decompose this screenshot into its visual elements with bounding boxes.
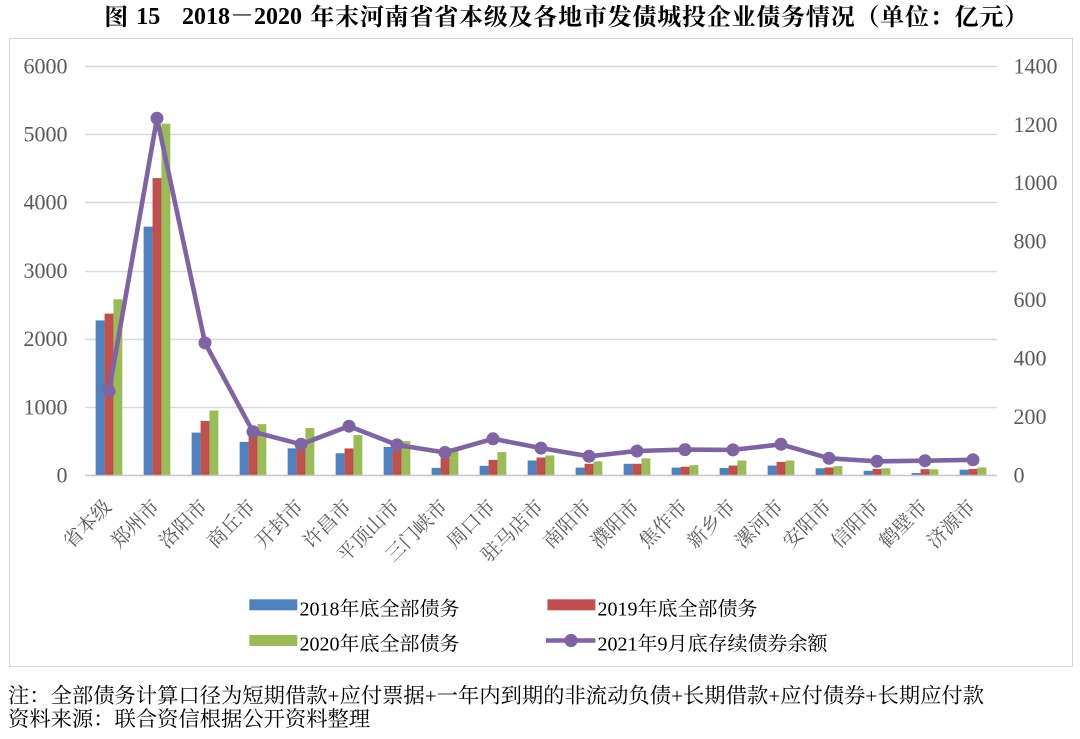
svg-text:3000: 3000 bbox=[24, 258, 68, 283]
svg-text:2019: 2019 bbox=[598, 599, 638, 621]
svg-text:2000: 2000 bbox=[24, 326, 68, 351]
svg-text:2021: 2021 bbox=[598, 634, 638, 656]
svg-text:15: 15 bbox=[136, 4, 160, 30]
svg-text:1000: 1000 bbox=[24, 394, 68, 419]
svg-text:2018: 2018 bbox=[300, 599, 340, 621]
svg-text:+: + bbox=[328, 684, 340, 708]
svg-text:0: 0 bbox=[57, 463, 68, 488]
svg-text:4000: 4000 bbox=[24, 190, 68, 215]
svg-text:+: + bbox=[425, 684, 437, 708]
svg-text:5000: 5000 bbox=[24, 122, 68, 147]
svg-text:+: + bbox=[865, 684, 877, 708]
svg-text:2018: 2018 bbox=[182, 4, 230, 30]
svg-text:+: + bbox=[768, 684, 780, 708]
svg-text:9: 9 bbox=[658, 634, 668, 656]
svg-text:600: 600 bbox=[1014, 287, 1047, 312]
svg-text:0: 0 bbox=[1014, 463, 1025, 488]
svg-text:1000: 1000 bbox=[1014, 170, 1058, 195]
svg-text:400: 400 bbox=[1014, 346, 1047, 371]
svg-text:2020: 2020 bbox=[300, 634, 340, 656]
svg-text:1200: 1200 bbox=[1014, 112, 1058, 137]
svg-text:1400: 1400 bbox=[1014, 53, 1058, 78]
svg-text:800: 800 bbox=[1014, 229, 1047, 254]
svg-text:200: 200 bbox=[1014, 404, 1047, 429]
svg-text:2020: 2020 bbox=[254, 4, 302, 30]
svg-text:+: + bbox=[671, 684, 683, 708]
svg-text:6000: 6000 bbox=[24, 53, 68, 78]
